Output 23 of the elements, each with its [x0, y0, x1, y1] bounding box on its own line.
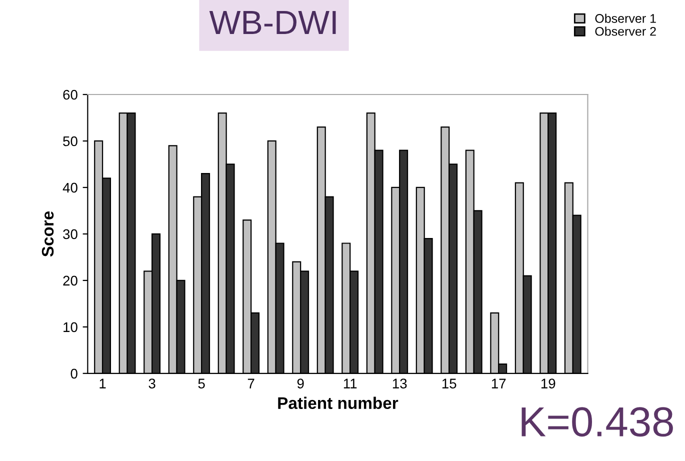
y-tick-label: 50	[63, 136, 78, 146]
legend-label: Observer 1	[595, 14, 656, 23]
x-tick-label: 19	[541, 378, 556, 388]
chart-title: WB-DWI	[209, 11, 336, 34]
x-tick-label: 13	[392, 378, 407, 388]
y-tick-label: 10	[64, 322, 78, 332]
y-tick-label: 30	[63, 229, 78, 240]
legend-label: Observer 2	[595, 26, 656, 36]
y-tick-label: 20	[63, 276, 78, 286]
x-axis-title: Patient number	[278, 396, 398, 410]
x-tick-label: 15	[442, 378, 456, 388]
x-tick-label: 1	[100, 378, 106, 388]
y-tick-label: 0	[70, 368, 78, 379]
x-tick-label: 17	[492, 378, 506, 388]
text: K=0.438	[522, 407, 673, 437]
x-tick-label: 5	[198, 378, 205, 388]
x-tick-label: 9	[297, 378, 304, 388]
y-tick-label: 60	[63, 90, 78, 100]
x-tick-label: 11	[344, 378, 357, 388]
x-tick-label: 7	[248, 378, 254, 388]
y-tick-label: 40	[62, 182, 78, 193]
y-axis-title: Score	[42, 211, 54, 257]
x-tick-label: 3	[148, 378, 156, 388]
